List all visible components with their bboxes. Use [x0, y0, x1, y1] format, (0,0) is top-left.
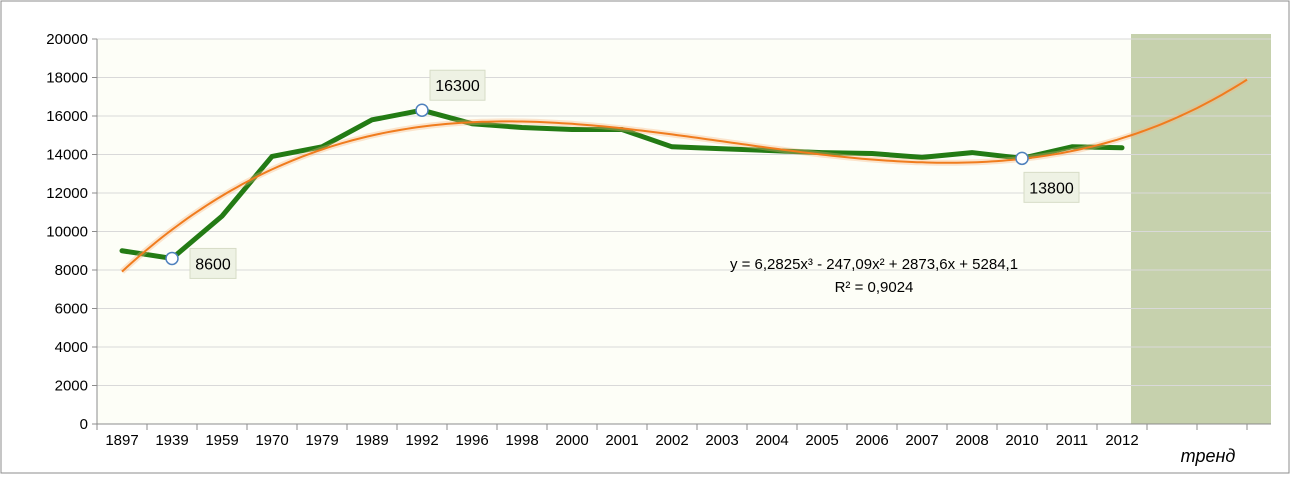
y-tick-label: 4000: [55, 339, 88, 356]
trendline-equation: y = 6,2825x³ - 247,09x² + 2873,6x + 5284…: [730, 256, 1018, 273]
x-tick-label: 2002: [655, 432, 688, 449]
x-tick-label: 1992: [405, 432, 438, 449]
data-point: [570, 127, 574, 131]
x-tick-label: 2008: [955, 432, 988, 449]
x-tick-label: 1897: [105, 432, 138, 449]
forecast-band: [1131, 34, 1271, 424]
highlight-marker: [415, 103, 429, 117]
highlight-marker: [1015, 151, 1029, 166]
y-tick-label: 18000: [46, 70, 88, 87]
data-callout-box: [429, 69, 486, 101]
y-axis: 0 2000 4000 6000 8000 10000 12000 14000 16000 180…: [46, 31, 98, 433]
trendline-r-squared: R² = 0,9024: [835, 279, 914, 296]
y-tick-label: 20000: [46, 31, 88, 48]
data-callout-label: 16300: [435, 78, 480, 95]
x-tick-label: 2006: [855, 432, 888, 449]
x-tick-label: 1970: [255, 432, 288, 449]
data-point: [370, 118, 374, 122]
series-line: [119, 107, 1125, 261]
x-tick-label-trend: тренд: [1181, 446, 1236, 466]
x-tick-label: 1939: [155, 432, 188, 449]
data-callout-label: 13800: [1029, 180, 1074, 197]
gridlines: [97, 38, 1271, 425]
data-callout-box: [189, 247, 237, 279]
x-tick-label: 2004: [755, 432, 788, 449]
data-point: [670, 145, 674, 149]
series-layer: [119, 107, 1125, 261]
x-tick-label: 1959: [205, 432, 238, 449]
data-point: [870, 152, 874, 156]
data-point: [970, 151, 974, 155]
x-tick-label: 2001: [605, 432, 638, 449]
x-tick-label: 1998: [505, 432, 538, 449]
trendline-layer: [119, 77, 1249, 274]
data-point: [1120, 146, 1124, 150]
x-tick-label: 2010: [1005, 432, 1038, 449]
y-tick-label: 16000: [46, 108, 88, 125]
data-point: [270, 154, 274, 158]
data-point: [720, 147, 724, 151]
y-tick-label: 8000: [55, 262, 88, 279]
x-tick-label: 1979: [305, 432, 338, 449]
x-tick-label: 1989: [355, 432, 388, 449]
highlight-marker: [165, 251, 179, 266]
y-tick-label: 2000: [55, 378, 88, 395]
data-callout-label: 8600: [195, 256, 231, 273]
data-point: [520, 126, 524, 130]
x-axis: 1897 1939 1959 1970 1979 1989 1992 1996 1998 2000…: [96, 423, 1271, 449]
x-tick-label: 2007: [905, 432, 938, 449]
y-tick-label: 14000: [46, 147, 88, 164]
annotation-layer: 8600 16300 13800: [165, 69, 1080, 279]
data-callout-box: [1023, 171, 1080, 203]
data-point: [120, 249, 124, 253]
y-tick-label: 6000: [55, 301, 88, 318]
y-tick-label: 10000: [46, 224, 88, 241]
y-tick-label: 12000: [46, 185, 88, 202]
x-tick-label: 2000: [555, 432, 588, 449]
y-tick-label: 0: [80, 416, 88, 433]
x-tick-label: 2003: [705, 432, 738, 449]
x-tick-label: 1996: [455, 432, 488, 449]
x-tick-label: 2005: [805, 432, 838, 449]
data-point: [920, 155, 924, 159]
x-tick-label: 2011: [1056, 432, 1088, 449]
x-tick-label: 2012: [1105, 432, 1138, 449]
data-point: [220, 214, 224, 218]
trendline: [121, 78, 1248, 273]
